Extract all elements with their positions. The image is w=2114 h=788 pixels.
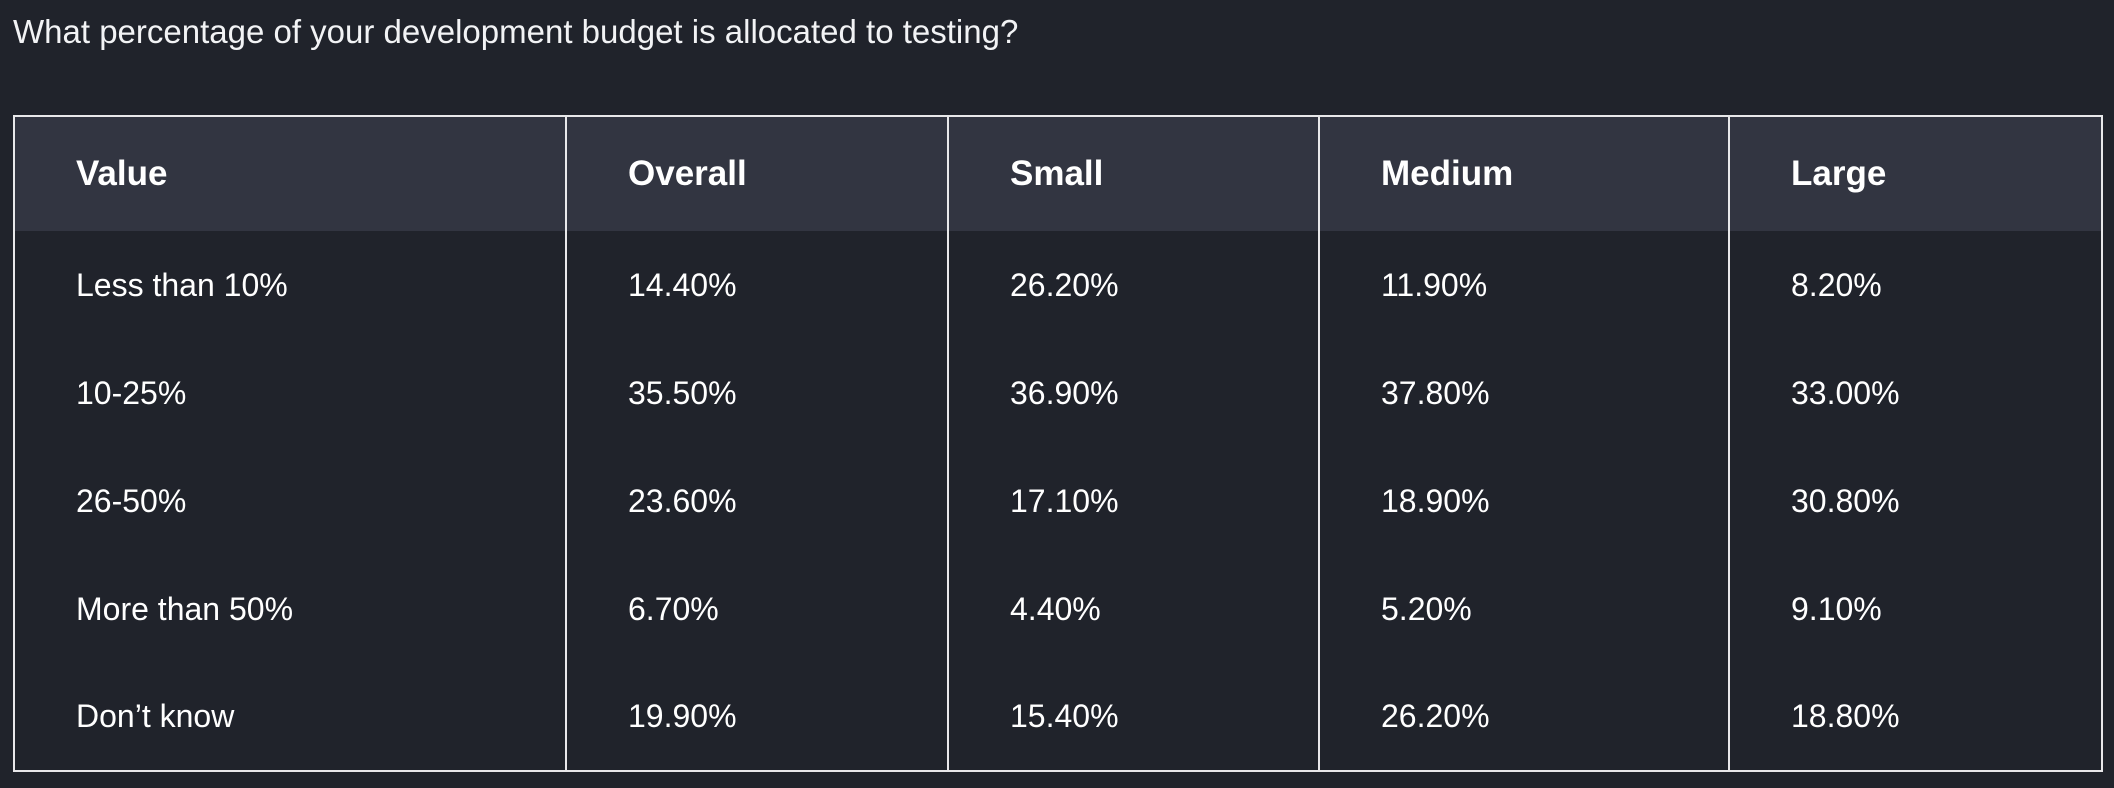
cell-medium: 26.20% [1318,663,1730,772]
table-row: Don’t know 19.90% 15.40% 26.20% 18.80% [13,663,2103,772]
header-overall: Overall [565,115,949,231]
cell-small: 4.40% [947,555,1320,663]
cell-value: Less than 10% [13,231,567,339]
header-small: Small [947,115,1320,231]
header-row: Value Overall Small Medium Large [13,115,2103,231]
cell-large: 9.10% [1728,555,2103,663]
cell-overall: 35.50% [565,339,949,447]
question-title: What percentage of your development budg… [13,13,1019,50]
cell-large: 8.20% [1728,231,2103,339]
cell-overall: 23.60% [565,447,949,555]
cell-overall: 6.70% [565,555,949,663]
cell-value: 10-25% [13,339,567,447]
table-row: Less than 10% 14.40% 26.20% 11.90% 8.20% [13,231,2103,339]
table-row: More than 50% 6.70% 4.40% 5.20% 9.10% [13,555,2103,663]
cell-medium: 5.20% [1318,555,1730,663]
cell-value: Don’t know [13,663,567,772]
results-table: Value Overall Small Medium Large Less th… [13,115,2103,772]
cell-value: More than 50% [13,555,567,663]
cell-large: 18.80% [1728,663,2103,772]
cell-small: 17.10% [947,447,1320,555]
table-row: 26-50% 23.60% 17.10% 18.90% 30.80% [13,447,2103,555]
header-value: Value [13,115,567,231]
header-large: Large [1728,115,2103,231]
cell-small: 36.90% [947,339,1320,447]
cell-medium: 18.90% [1318,447,1730,555]
cell-small: 15.40% [947,663,1320,772]
cell-medium: 11.90% [1318,231,1730,339]
cell-overall: 14.40% [565,231,949,339]
header-medium: Medium [1318,115,1730,231]
cell-value: 26-50% [13,447,567,555]
table-row: 10-25% 35.50% 36.90% 37.80% 33.00% [13,339,2103,447]
cell-large: 30.80% [1728,447,2103,555]
cell-medium: 37.80% [1318,339,1730,447]
cell-large: 33.00% [1728,339,2103,447]
cell-overall: 19.90% [565,663,949,772]
cell-small: 26.20% [947,231,1320,339]
